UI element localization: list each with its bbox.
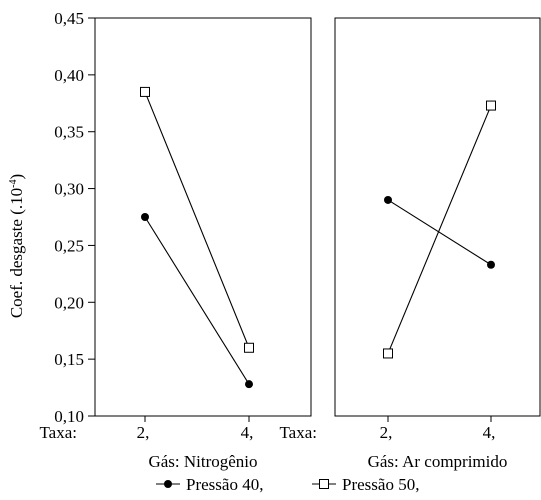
x-tick-label: 4, — [241, 423, 254, 442]
y-tick-label: 0,10 — [54, 407, 84, 426]
legend-label: Pressão 40, — [186, 475, 263, 494]
data-point-circle — [384, 195, 392, 204]
series-line — [387, 199, 492, 266]
data-point-circle — [141, 213, 149, 221]
data-point-square — [244, 342, 254, 353]
series-line — [144, 216, 250, 385]
data-point-square — [140, 86, 150, 97]
x-axis-prefix: Taxa: — [39, 423, 77, 442]
y-tick-label: 0,45 — [54, 9, 84, 28]
x-tick-label: 2, — [380, 423, 393, 442]
series-line — [144, 91, 250, 348]
x-tick-label: 2, — [137, 423, 150, 442]
panel-title: Gás: Ar comprimido — [368, 452, 508, 471]
y-axis-label: Coef. desgaste (.10-4) — [7, 174, 26, 318]
y-tick-label: 0,20 — [54, 293, 84, 312]
legend-label: Pressão 50, — [342, 475, 419, 494]
panel-frame — [94, 17, 312, 417]
data-point-circle — [245, 380, 253, 389]
legend-marker-circle — [164, 480, 172, 488]
y-tick-label: 0,15 — [54, 350, 84, 369]
y-tick-label: 0,35 — [54, 123, 84, 142]
legend-marker-square — [319, 479, 329, 489]
panel-frame — [334, 17, 541, 417]
data-point-circle — [487, 260, 495, 269]
data-point-square — [383, 348, 393, 359]
x-tick-label: 4, — [483, 423, 496, 442]
series-line — [387, 105, 492, 354]
data-point-square — [486, 100, 496, 111]
y-tick-label: 0,40 — [54, 66, 84, 85]
y-tick-label: 0,30 — [54, 180, 84, 199]
panel-title: Gás: Nitrogênio — [148, 452, 257, 471]
x-axis-prefix: Taxa: — [279, 423, 317, 442]
y-tick-label: 0,25 — [54, 236, 84, 255]
